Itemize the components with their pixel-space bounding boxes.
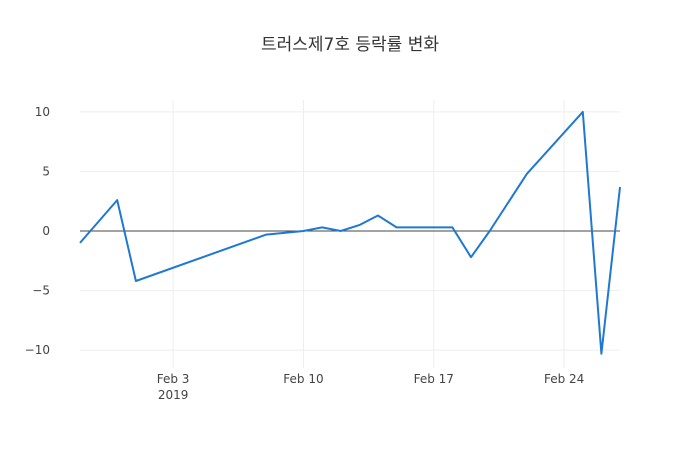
series-layer xyxy=(79,110,621,355)
y-tick-label: 0 xyxy=(42,224,50,238)
gridlines xyxy=(80,100,620,368)
y-tick-label: 5 xyxy=(42,164,50,178)
x-tick-label: Feb 24 xyxy=(544,372,584,386)
chart-title: 트러스제7호 등락률 변화 xyxy=(261,35,439,55)
y-tick-label: −5 xyxy=(32,284,50,298)
y-axis-ticks: 10 5 0 −5 −10 xyxy=(25,105,50,357)
x-tick-label: Feb 3 xyxy=(157,372,190,386)
x-axis-ticks: Feb 3 2019 Feb 10 Feb 17 Feb 24 xyxy=(157,372,585,402)
y-tick-label: −10 xyxy=(25,343,50,357)
x-tick-label: Feb 17 xyxy=(414,372,454,386)
y-tick-label: 10 xyxy=(35,105,50,119)
x-tick-year-label: 2019 xyxy=(158,388,189,402)
series-line xyxy=(79,110,621,355)
x-tick-label: Feb 10 xyxy=(283,372,323,386)
